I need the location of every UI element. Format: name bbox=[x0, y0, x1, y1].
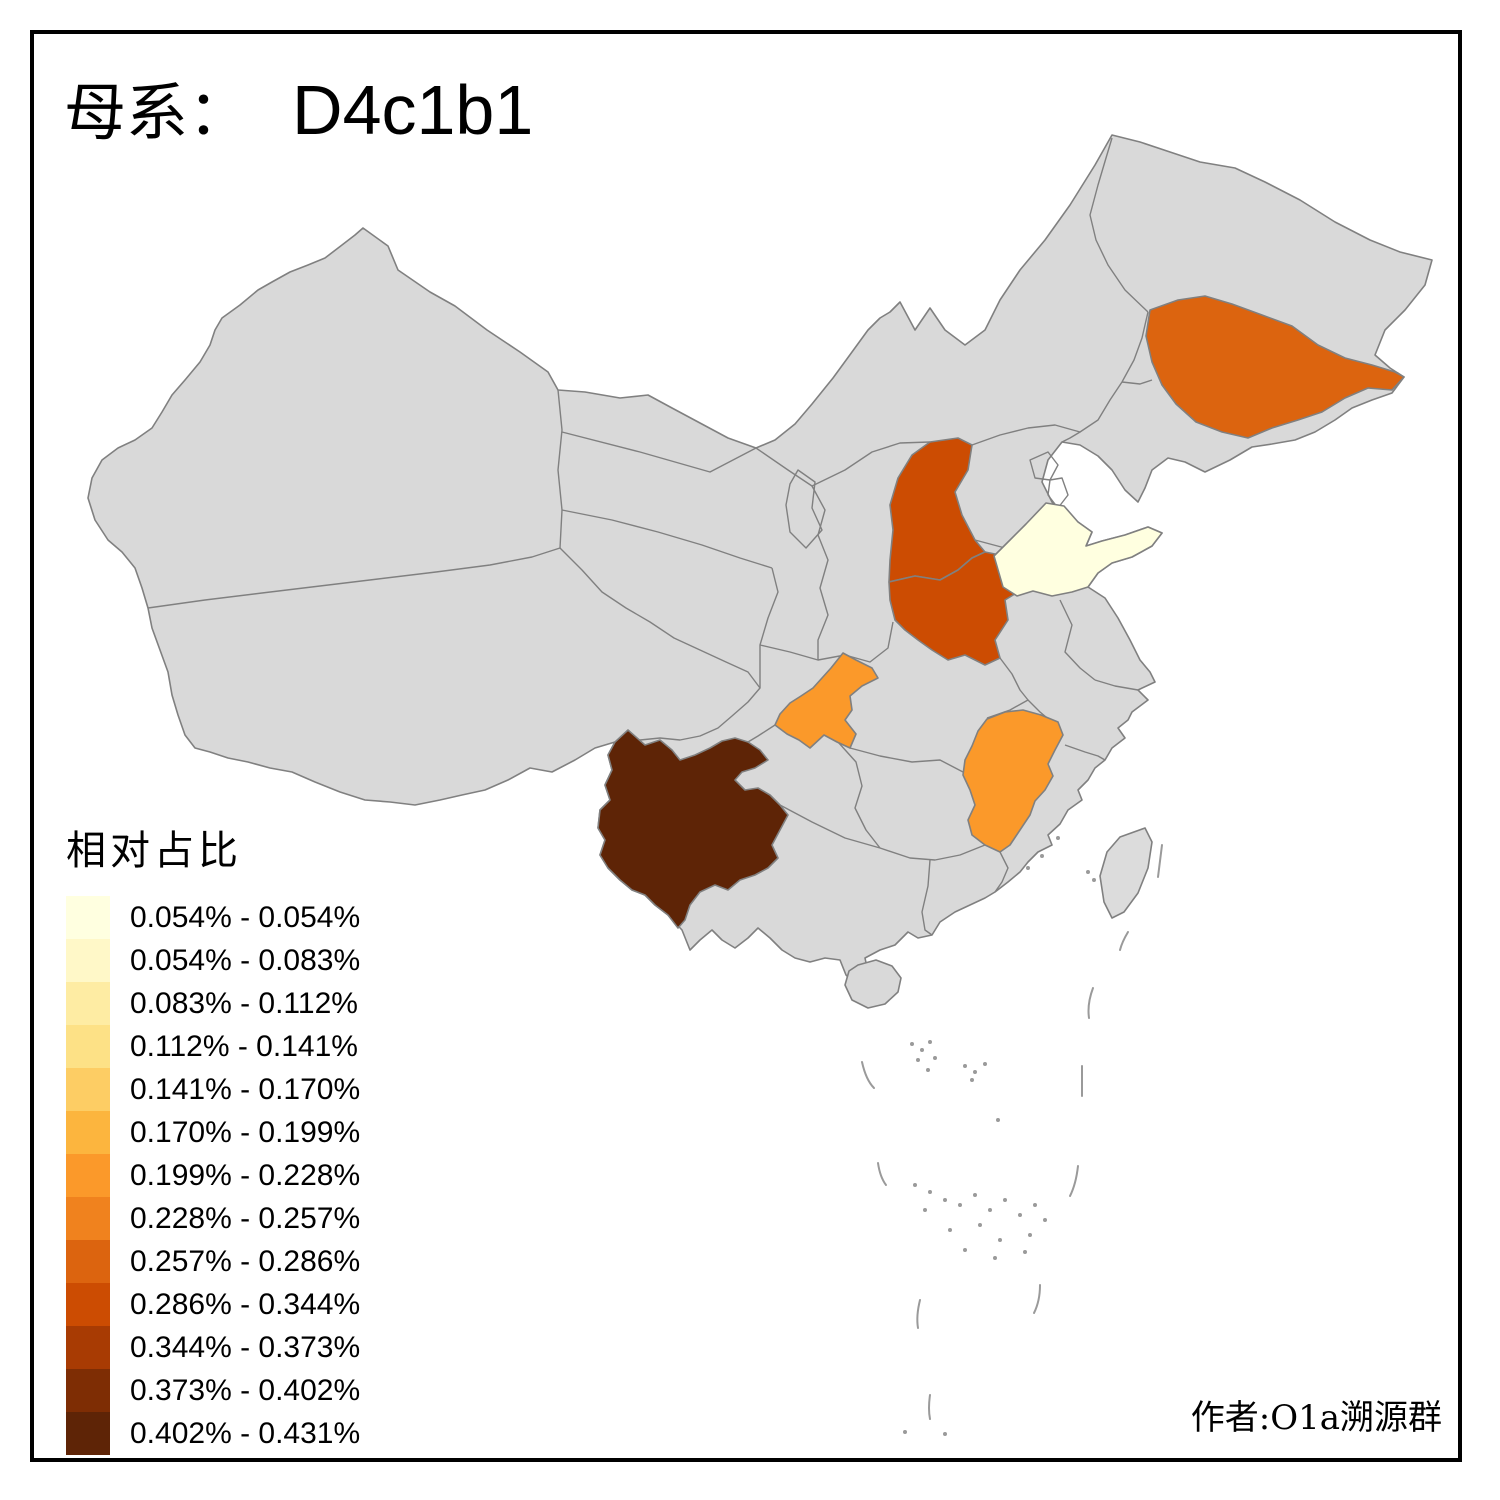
legend-label: 0.286% - 0.344% bbox=[130, 1287, 361, 1321]
legend-swatch bbox=[66, 1326, 110, 1369]
author-credit: 作者:O1a溯源群 bbox=[1190, 1398, 1442, 1438]
legend-item: 0.344% - 0.373% bbox=[66, 1326, 360, 1369]
legend-item: 0.228% - 0.257% bbox=[66, 1197, 360, 1240]
legend-item: 0.199% - 0.228% bbox=[66, 1154, 360, 1197]
title-label: 母系： bbox=[64, 76, 251, 149]
legend-label: 0.141% - 0.170% bbox=[130, 1072, 361, 1106]
legend-label: 0.054% - 0.054% bbox=[130, 900, 361, 934]
province-henan bbox=[888, 551, 1023, 666]
legend-swatch bbox=[66, 1240, 110, 1283]
legend-item: 0.402% - 0.431% bbox=[66, 1412, 360, 1455]
legend-swatch bbox=[66, 1412, 110, 1455]
legend-items: 0.054% - 0.054% 0.054% - 0.083% 0.083% -… bbox=[66, 896, 360, 1455]
legend-label: 0.373% - 0.402% bbox=[130, 1373, 361, 1407]
legend-swatch bbox=[66, 1068, 110, 1111]
legend-swatch bbox=[66, 982, 110, 1025]
legend-item: 0.054% - 0.083% bbox=[66, 939, 360, 982]
page-title: 母系： D4c1b1 bbox=[64, 62, 533, 152]
legend-item: 0.054% - 0.054% bbox=[66, 896, 360, 939]
legend-swatch bbox=[66, 1111, 110, 1154]
legend-swatch bbox=[66, 1025, 110, 1068]
legend-swatch bbox=[66, 1154, 110, 1197]
legend-item: 0.286% - 0.344% bbox=[66, 1283, 360, 1326]
legend-label: 0.112% - 0.141% bbox=[130, 1029, 358, 1063]
legend: 相对占比 0.054% - 0.054% 0.054% - 0.083% 0.0… bbox=[66, 818, 360, 1455]
legend-swatch bbox=[66, 1283, 110, 1326]
legend-swatch bbox=[66, 1369, 110, 1412]
taiwan-island bbox=[1099, 827, 1153, 919]
legend-swatch bbox=[66, 939, 110, 982]
legend-item: 0.373% - 0.402% bbox=[66, 1369, 360, 1412]
province-jilin bbox=[1145, 295, 1405, 439]
legend-item: 0.170% - 0.199% bbox=[66, 1111, 360, 1154]
legend-label: 0.257% - 0.286% bbox=[130, 1244, 361, 1278]
legend-title: 相对占比 bbox=[66, 828, 242, 874]
province-shandong bbox=[993, 502, 1163, 597]
legend-label: 0.054% - 0.083% bbox=[130, 943, 361, 977]
legend-label: 0.344% - 0.373% bbox=[130, 1330, 361, 1364]
south-china-sea-islands bbox=[861, 836, 1163, 1436]
hainan-island bbox=[844, 959, 902, 1009]
legend-label: 0.402% - 0.431% bbox=[130, 1416, 361, 1450]
legend-label: 0.083% - 0.112% bbox=[130, 986, 358, 1020]
legend-swatch bbox=[66, 1197, 110, 1240]
plot-frame bbox=[30, 30, 1462, 1462]
province-yunnan bbox=[597, 729, 789, 929]
province-chongqing bbox=[774, 652, 879, 749]
legend-item: 0.083% - 0.112% bbox=[66, 982, 360, 1025]
title-haplogroup: D4c1b1 bbox=[292, 71, 534, 149]
province-borders bbox=[147, 137, 1153, 936]
province-jiangxi bbox=[962, 709, 1064, 853]
country-outline bbox=[87, 134, 1433, 989]
legend-label: 0.228% - 0.257% bbox=[130, 1201, 361, 1235]
legend-label: 0.170% - 0.199% bbox=[130, 1115, 361, 1149]
legend-item: 0.112% - 0.141% bbox=[66, 1025, 360, 1068]
legend-item: 0.257% - 0.286% bbox=[66, 1240, 360, 1283]
legend-label: 0.199% - 0.228% bbox=[130, 1158, 361, 1192]
legend-swatch bbox=[66, 896, 110, 939]
legend-item: 0.141% - 0.170% bbox=[66, 1068, 360, 1111]
